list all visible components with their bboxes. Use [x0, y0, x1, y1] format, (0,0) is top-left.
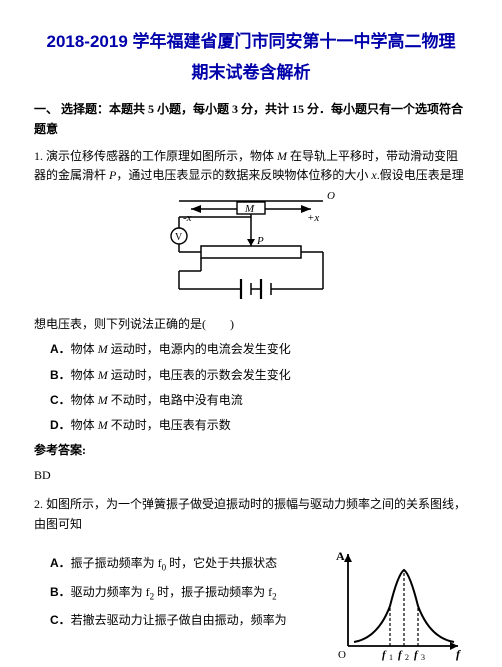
- f1-sub: 1: [389, 653, 393, 661]
- opt-B-txt-a: 物体: [71, 368, 98, 382]
- opt-C-txt-b: 不动时，电路中没有电流: [108, 393, 243, 407]
- f2-sub: 2: [405, 653, 409, 661]
- opt2-C-label: C．: [50, 613, 71, 627]
- q1-after: 想电压表，则下列说法正确的是( ): [34, 315, 468, 334]
- opt-A-txt-b: 运动时，电源内的电流会发生变化: [108, 342, 291, 356]
- opt-A-txt-a: 物体: [71, 342, 98, 356]
- opt-A-label: A．: [50, 342, 71, 356]
- q2-options: A．振子振动频率为 f0 时，它处于共振状态 B．驱动力频率为 f 2 时，振子振…: [34, 546, 328, 639]
- opt-A: A．物体 M 运动时，电源内的电流会发生变化: [50, 340, 468, 359]
- opt-D-txt-b: 不动时，电压表有示数: [108, 418, 231, 432]
- f3-sub: 3: [421, 653, 425, 661]
- opt2-C: C．若撤去驱动力让振子做自由振动，频率为: [50, 611, 328, 630]
- page-title-line1: 2018-2019 学年福建省厦门市同安第十一中学高二物理: [34, 28, 468, 55]
- q2-text: 2. 如图所示，为一个弹簧振子做受迫振动时的振幅与驱动力频率之间的关系图线，由图…: [34, 495, 468, 533]
- label-posx: +x: [307, 212, 319, 224]
- opt2-B-sub2: 2: [272, 591, 277, 601]
- opt-C-label: C．: [50, 393, 71, 407]
- label-P: P: [256, 235, 264, 247]
- answer-heading: 参考答案:: [34, 441, 468, 460]
- resonance-graph: A f O f 1 f 2 f 3: [328, 546, 468, 661]
- answer-value: BD: [34, 466, 468, 485]
- axis-O: O: [338, 649, 346, 661]
- f3-label: f: [414, 649, 419, 661]
- opt-C-m: M: [98, 393, 108, 407]
- label-negx: -x: [183, 212, 192, 224]
- opt2-A-label: A．: [50, 556, 71, 570]
- opt2-C-txt: 若撤去驱动力让振子做自由振动，频率为: [71, 613, 287, 627]
- opt2-A-txt-a: 振子振动频率为 f: [71, 556, 162, 570]
- opt-D-label: D．: [50, 418, 71, 432]
- opt-A-m: M: [98, 342, 108, 356]
- page-title-line2: 期末试卷含解析: [34, 59, 468, 86]
- opt2-A-txt-b: 时，它处于共振状态: [166, 556, 277, 570]
- opt-D: D．物体 M 不动时，电压表有示数: [50, 416, 468, 435]
- opt-D-txt-a: 物体: [71, 418, 98, 432]
- opt-B-label: B．: [50, 368, 71, 382]
- opt2-B-label: B．: [50, 585, 71, 599]
- label-O: O: [327, 191, 335, 202]
- q1-part-d: .假设电压表是理: [377, 168, 464, 182]
- opt-B-m: M: [98, 368, 108, 382]
- section-heading: 一、 选择题：本题共 5 小题，每小题 3 分，共计 15 分．每小题只有一个选…: [34, 100, 468, 138]
- label-M: M: [244, 203, 255, 215]
- opt2-B: B．驱动力频率为 f2 时，振子振动频率为 f2: [50, 583, 328, 604]
- opt-B: B．物体 M 运动时，电压表的示数会发生变化: [50, 366, 468, 385]
- circuit-diagram-wrap: O M -x +x P V: [34, 191, 468, 309]
- opt-B-txt-b: 运动时，电压表的示数会发生变化: [108, 368, 291, 382]
- opt-D-m: M: [98, 418, 108, 432]
- q1-part-c: ，通过电压表显示的数据来反映物体位移的大小: [116, 168, 371, 182]
- opt2-B-txt-b: 时，振子振动频率为 f: [154, 585, 272, 599]
- f1-label: f: [382, 649, 387, 661]
- q1-text: 1. 演示位移传感器的工作原理如图所示，物体 M 在导轨上平移时，带动滑动变阻器…: [34, 147, 468, 185]
- opt2-A: A．振子振动频率为 f0 时，它处于共振状态: [50, 554, 328, 575]
- label-V: V: [175, 232, 183, 243]
- opt2-B-txt-a: 驱动力频率为 f: [71, 585, 150, 599]
- f2-label: f: [398, 649, 403, 661]
- q1-m: M: [277, 149, 287, 163]
- opt-C-txt-a: 物体: [71, 393, 98, 407]
- opt-C: C．物体 M 不动时，电路中没有电流: [50, 391, 468, 410]
- circuit-diagram: O M -x +x P V: [161, 191, 341, 309]
- q1-part-a: 1. 演示位移传感器的工作原理如图所示，物体: [34, 149, 277, 163]
- axis-A: A: [336, 549, 345, 563]
